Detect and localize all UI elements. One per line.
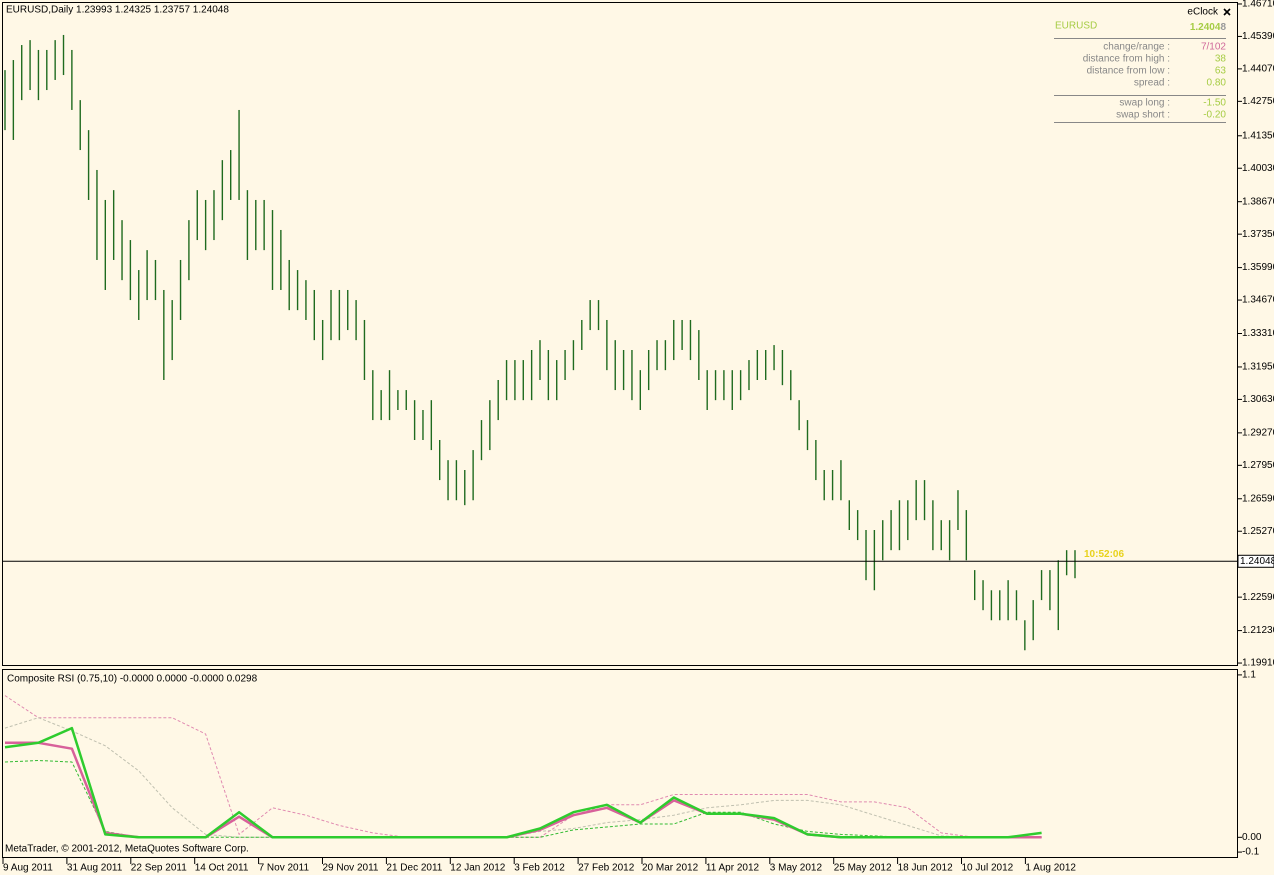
main-frame (2, 2, 1238, 666)
x-tick-label: 12 Jan 2012 (450, 863, 505, 874)
x-tick-label: 3 Feb 2012 (514, 863, 565, 874)
eclock-value: 0.80 (1207, 78, 1227, 89)
indicator-title: Composite RSI (0.75,10) -0.0000 0.0000 -… (7, 674, 258, 685)
y-tick-label: 1.22590 (1242, 592, 1274, 603)
eclock-label: spread : (1134, 78, 1170, 89)
x-tick-label: 25 May 2012 (834, 863, 892, 874)
copyright: MetaTrader, © 2001-2012, MetaQuotes Soft… (5, 844, 249, 855)
y-tick-label: 1.29270 (1242, 428, 1274, 439)
y-tick-label: 1.27950 (1242, 460, 1274, 471)
eclock-value: 38 (1215, 54, 1227, 65)
x-tick-label: 20 Mar 2012 (642, 863, 699, 874)
eclock-symbol: EURUSD (1055, 21, 1097, 32)
y-tick-label: 1.42750 (1242, 96, 1274, 107)
close-icon[interactable] (1223, 8, 1231, 16)
y-tick-label: -0.1 (1242, 847, 1260, 858)
x-tick-label: 7 Nov 2011 (259, 863, 310, 874)
x-tick-label: 9 Aug 2011 (3, 863, 53, 874)
eclock-label: distance from high : (1083, 54, 1170, 65)
x-tick-label: 3 May 2012 (770, 863, 823, 874)
x-tick-label: 1 Aug 2012 (1025, 863, 1076, 874)
eclock-price: 1.24048 (1190, 22, 1227, 33)
x-tick-label: 27 Feb 2012 (578, 863, 635, 874)
y-tick-label: 1.44070 (1242, 64, 1274, 75)
y-tick-label: 1.26590 (1242, 493, 1274, 504)
x-tick-label: 31 Aug 2011 (67, 863, 123, 874)
eclock-value: -1.50 (1203, 98, 1226, 109)
eclock-title: eClock (1187, 7, 1219, 18)
eclock-label: distance from low : (1087, 66, 1170, 77)
y-tick-label: 1.34670 (1242, 295, 1274, 306)
x-tick-label: 18 Jun 2012 (898, 863, 953, 874)
price-box (1237, 554, 1274, 568)
y-tick-label: 1.45390 (1242, 31, 1274, 42)
indicator-line (4, 726, 1042, 839)
y-tick-label: 1.37350 (1242, 229, 1274, 240)
y-tick-label: 1.41350 (1242, 130, 1274, 141)
y-tick-label: 1.30630 (1242, 394, 1274, 405)
indicator-frame (2, 669, 1238, 858)
y-tick-label: 1.19910 (1242, 658, 1274, 669)
eclock-label: swap long : (1119, 98, 1170, 109)
timer: 10:52:06 (1084, 549, 1124, 560)
x-tick-label: 10 Jul 2012 (962, 863, 1014, 874)
price-label: 1.24048 (1240, 556, 1274, 567)
y-tick-label: 1.25270 (1242, 526, 1274, 537)
y-tick-label: 1.35990 (1242, 262, 1274, 273)
eclock-panel: eClock EURUSD 1.24048 (1054, 7, 1231, 123)
chart-title: EURUSD,Daily 1.23993 1.24325 1.23757 1.2… (6, 5, 229, 16)
indicator-line (4, 717, 1042, 838)
y-tick-label: 1.21230 (1242, 625, 1274, 636)
y-tick-label: 1.38670 (1242, 196, 1274, 207)
y-tick-label: 1.31950 (1242, 362, 1274, 373)
x-tick-label: 11 Apr 2012 (706, 863, 760, 874)
y-tick-label: 1.46710 (1242, 0, 1274, 10)
y-tick-label: 0.00 (1242, 832, 1262, 843)
eclock-label: swap short : (1116, 110, 1170, 121)
eclock-value: -0.20 (1203, 110, 1226, 121)
eclock-label: change/range : (1103, 42, 1170, 53)
x-tick-label: 29 Nov 2011 (323, 863, 379, 874)
eclock-value: 7/102 (1201, 42, 1226, 53)
indicator-line (4, 695, 1042, 838)
y-tick-label: 1.1 (1242, 670, 1256, 681)
eclock-value: 63 (1215, 66, 1227, 77)
y-tick-label: 1.33310 (1242, 328, 1274, 339)
x-tick-label: 14 Oct 2011 (195, 863, 249, 874)
x-tick-label: 21 Dec 2011 (386, 863, 442, 874)
x-tick-label: 22 Sep 2011 (131, 863, 187, 874)
y-tick-label: 1.40030 (1242, 163, 1274, 174)
